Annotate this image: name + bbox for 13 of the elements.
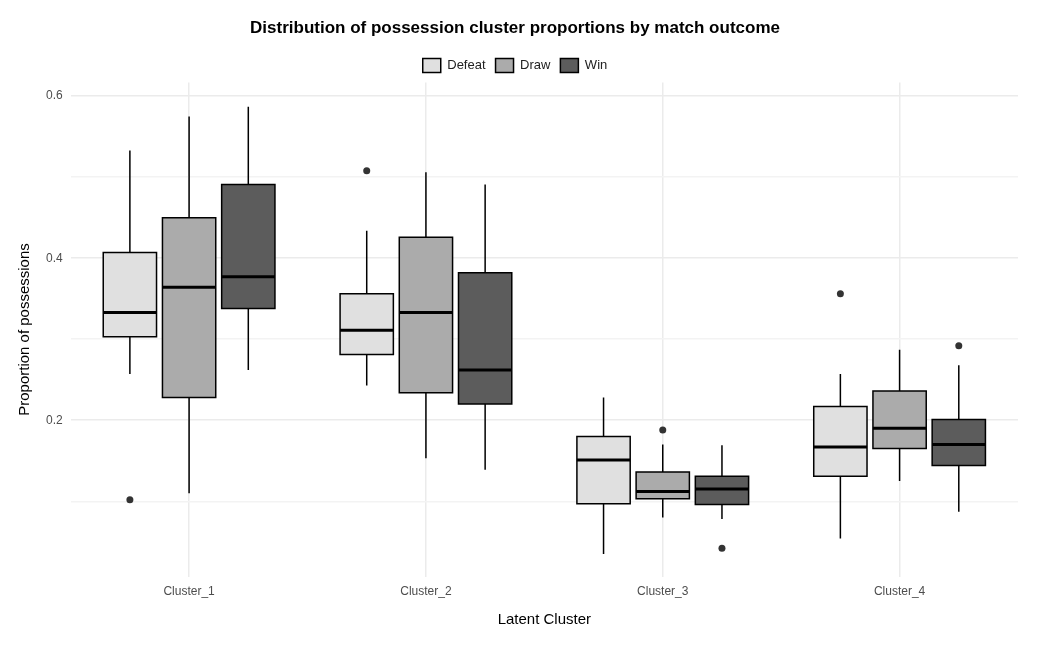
legend-label: Draw [520,56,551,72]
x-axis-title: Latent Cluster [497,610,592,628]
y-tick-label: 0.6 [45,88,63,103]
x-tick-label: Cluster_2 [400,584,452,599]
y-axis-title: Proportion of possessions [15,243,33,416]
legend-label: Win [584,56,608,72]
x-tick-label: Cluster_1 [163,584,216,599]
y-tick-label: 0.2 [45,412,63,427]
y-tick-label: 0.4 [45,250,63,265]
chart-title: Distribution of possession cluster proportions by match outcome [250,17,780,37]
x-tick-label: Cluster_4 [873,584,926,599]
x-tick-label: Cluster_3 [637,584,689,599]
legend-label: Defeat [447,56,486,72]
